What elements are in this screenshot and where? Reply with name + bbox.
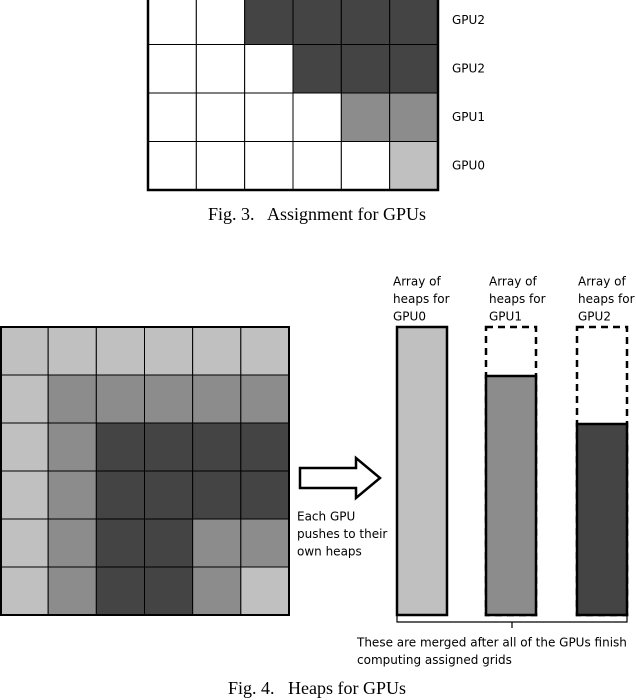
grid-cell	[47, 566, 97, 616]
grid-cell	[240, 518, 290, 568]
grid-cell	[0, 374, 49, 424]
arrow	[298, 455, 382, 501]
grid-border	[0, 326, 290, 616]
grid-cell	[240, 566, 290, 616]
grid-cell	[192, 566, 242, 616]
heap-label: Array of	[393, 275, 441, 289]
grid-cell	[292, 92, 342, 142]
grid-cell	[47, 518, 97, 568]
grid-cell	[147, 44, 197, 94]
grid-cell	[0, 566, 49, 616]
gpu-label: GPU2	[452, 61, 485, 75]
grid-cell	[95, 518, 146, 568]
grid-cell	[389, 44, 439, 94]
heap-label: heaps for	[489, 292, 546, 306]
gpu-label: GPU1	[452, 110, 485, 124]
grid-cell	[195, 92, 246, 142]
grid-cell	[95, 422, 146, 472]
grid-cell	[195, 0, 246, 45]
grid-cell	[0, 326, 49, 376]
grid-cell	[244, 0, 294, 45]
bracket	[396, 614, 628, 628]
grid-cell	[340, 44, 391, 94]
gpu-label: GPU0	[452, 158, 485, 172]
grid-cell	[47, 374, 97, 424]
grid-cell	[147, 92, 197, 142]
arrow-text: own heaps	[297, 545, 362, 559]
grid-cell	[47, 470, 97, 520]
grid-border	[146, 0, 440, 192]
grid-cell	[244, 44, 294, 94]
grid-cell	[292, 44, 342, 94]
grid-cell	[192, 374, 242, 424]
grid-cell	[144, 374, 194, 424]
arrow-text: pushes to their	[297, 527, 387, 541]
grid-cell	[240, 422, 290, 472]
grid-cell	[47, 326, 97, 376]
grid-cell	[192, 422, 242, 472]
grid-cell	[144, 422, 194, 472]
heap-label: heaps for	[578, 292, 635, 306]
grid-cell	[192, 326, 242, 376]
merge-note: These are merged after all of the GPUs f…	[356, 636, 627, 650]
heap-bar	[484, 374, 538, 617]
heap-label: GPU2	[578, 310, 611, 324]
grid-cell	[95, 326, 146, 376]
grid-cell	[144, 518, 194, 568]
fig3-caption: Fig. 3. Assignment for GPUs	[208, 204, 426, 224]
grid-cell	[292, 0, 342, 45]
grid-cell	[95, 566, 146, 616]
grid-cell	[195, 44, 246, 94]
heap-label: GPU1	[489, 310, 522, 324]
grid-cell	[340, 92, 391, 142]
grid-cell	[144, 566, 194, 616]
grid-cell	[144, 470, 194, 520]
heap-label: Array of	[578, 275, 626, 289]
grid-cell	[340, 0, 391, 45]
grid-cell	[240, 374, 290, 424]
grid-cell	[147, 0, 197, 45]
grid-cell	[0, 518, 49, 568]
fig4-caption: Fig. 4. Heaps for GPUs	[228, 678, 406, 698]
grid-cell	[95, 470, 146, 520]
grid-cell	[244, 141, 294, 191]
heap-label: GPU0	[393, 310, 426, 324]
grid-cell	[240, 326, 290, 376]
grid-cell	[192, 518, 242, 568]
grid-cell	[244, 92, 294, 142]
grid-cell	[192, 470, 242, 520]
grid-cell	[389, 141, 439, 191]
arrow-text: Each GPU	[297, 510, 355, 524]
heap-bar	[575, 422, 629, 617]
merge-note: computing assigned grids	[357, 653, 512, 667]
gpu-label: GPU2	[452, 13, 485, 27]
grid-cell	[144, 326, 194, 376]
heap-label: Array of	[489, 275, 537, 289]
grid-cell	[95, 374, 146, 424]
grid-cell	[389, 92, 439, 142]
grid-cell	[389, 0, 439, 45]
grid-cell	[195, 141, 246, 191]
grid-cell	[0, 470, 49, 520]
grid-cell	[0, 422, 49, 472]
heap-bar	[395, 325, 449, 617]
grid-cell	[340, 141, 391, 191]
grid-cell	[147, 141, 197, 191]
grid-cell	[292, 141, 342, 191]
grid-cell	[240, 470, 290, 520]
heap-label: heaps for	[393, 292, 450, 306]
grid-cell	[47, 422, 97, 472]
